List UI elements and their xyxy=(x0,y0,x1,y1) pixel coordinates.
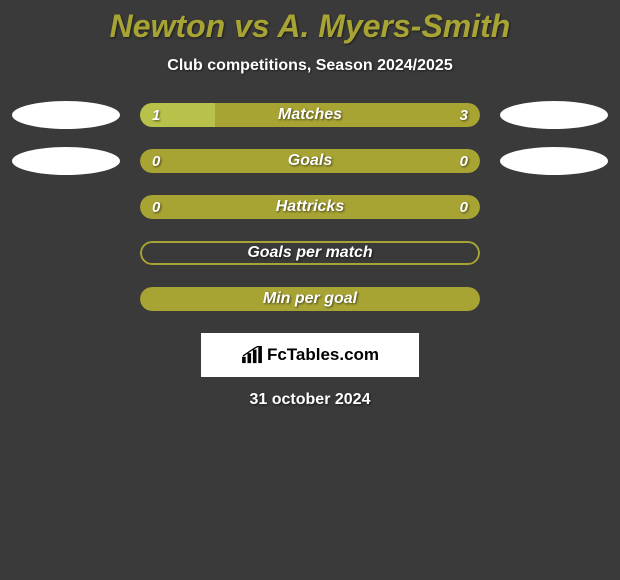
logo: FcTables.com xyxy=(241,345,379,365)
stat-label: Min per goal xyxy=(140,287,480,311)
player-right-avatar xyxy=(500,147,608,175)
stat-row: Goals per match xyxy=(0,241,620,265)
stat-label: Goals per match xyxy=(140,241,480,265)
bars-icon xyxy=(241,346,263,364)
stat-bar: 00Goals xyxy=(140,149,480,173)
player-left-avatar xyxy=(12,101,120,129)
stat-bar: Min per goal xyxy=(140,287,480,311)
spacer xyxy=(12,285,120,313)
stat-row: Min per goal xyxy=(0,287,620,311)
logo-text: FcTables.com xyxy=(267,345,379,365)
stat-label: Hattricks xyxy=(140,195,480,219)
stat-row: 13Matches xyxy=(0,103,620,127)
player-right-avatar xyxy=(500,101,608,129)
stat-row: 00Goals xyxy=(0,149,620,173)
date: 31 october 2024 xyxy=(0,391,620,409)
stat-rows: 13Matches 00Goals 00Hattricks Goals per mat… xyxy=(0,103,620,311)
stat-label: Matches xyxy=(140,103,480,127)
spacer xyxy=(500,193,608,221)
spacer xyxy=(12,193,120,221)
stat-label: Goals xyxy=(140,149,480,173)
player-left-avatar xyxy=(12,147,120,175)
stat-row: 00Hattricks xyxy=(0,195,620,219)
subtitle: Club competitions, Season 2024/2025 xyxy=(0,57,620,75)
stat-bar: 00Hattricks xyxy=(140,195,480,219)
spacer xyxy=(12,239,120,267)
spacer xyxy=(500,285,608,313)
page-title: Newton vs A. Myers-Smith xyxy=(0,8,620,45)
logo-box: FcTables.com xyxy=(201,333,419,377)
comparison-infographic: Newton vs A. Myers-Smith Club competitio… xyxy=(0,0,620,409)
stat-bar: 13Matches xyxy=(140,103,480,127)
stat-bar: Goals per match xyxy=(140,241,480,265)
spacer xyxy=(500,239,608,267)
